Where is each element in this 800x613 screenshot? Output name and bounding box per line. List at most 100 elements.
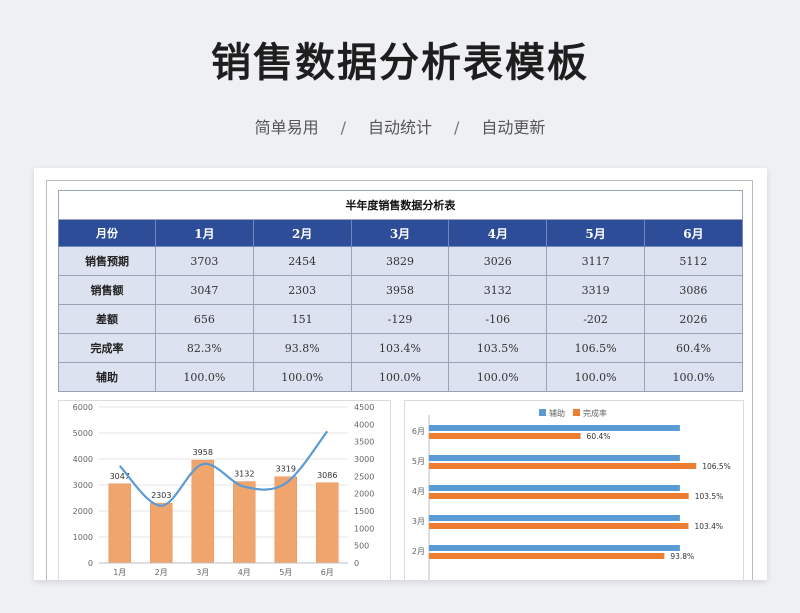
feature-separator: /: [454, 118, 460, 137]
legend-label-completion: 完成率: [583, 408, 607, 418]
table-cell: 5112: [643, 246, 743, 276]
sales-combo-chart: 0 1000 2000 3000 4000 5000 6000 0 500 1000 1500 200…: [58, 400, 391, 580]
completion-bar: [429, 523, 689, 529]
sales-combo-chart-svg: 0 1000 2000 3000 4000 5000 6000 0 500 1000 1500 200…: [73, 403, 375, 577]
row-label: 完成率: [58, 333, 156, 363]
header-month: 5月: [546, 219, 645, 247]
completion-trend-line: [118, 430, 329, 507]
table-row: 销售预期 3703 2454 3829 3026 3117 5112: [58, 246, 743, 276]
y-right-tick-label: 4000: [354, 420, 374, 429]
table-cell: 100.0%: [643, 362, 743, 392]
header-corner: 月份: [58, 219, 156, 247]
table-cell: 3703: [155, 246, 254, 276]
table-cell: 60.4%: [643, 333, 743, 363]
sales-bar: [274, 476, 297, 564]
table-cell: 656: [155, 304, 254, 334]
y-left-tick-label: 3000: [73, 481, 93, 490]
feature-list: 简单易用 / 自动统计 / 自动更新: [0, 114, 800, 138]
y-left-tick-label: 4000: [73, 455, 93, 464]
table-cell: 3117: [546, 246, 645, 276]
table-title: 半年度销售数据分析表: [58, 190, 743, 220]
table-cell: 3319: [546, 275, 645, 305]
table-cell: 3132: [448, 275, 548, 305]
completion-bar: [429, 463, 697, 469]
sheet-frame: [46, 180, 753, 580]
table-cell: 3026: [448, 246, 548, 276]
table-cell: 2026: [643, 304, 743, 334]
bar-data-label: 2303: [151, 491, 171, 500]
completion-data-label: 106.5%: [702, 462, 731, 471]
table-cell: 2303: [252, 275, 352, 305]
helper-bar: [429, 455, 680, 461]
sales-bar: [108, 483, 131, 564]
y-tick-label: 3月: [412, 517, 425, 526]
row-label: 辅助: [58, 362, 156, 392]
feature-auto-stats: 自动统计: [367, 118, 432, 137]
table-cell: 3829: [350, 246, 450, 276]
table-cell: 100.0%: [448, 362, 548, 392]
table-cell: 3958: [350, 275, 450, 305]
table-cell: 103.5%: [448, 333, 548, 363]
y-right-tick-label: 2000: [354, 490, 374, 499]
table-row: 差额 656 151 -129 -106 -202 2026: [58, 304, 743, 334]
y-right-tick-label: 3500: [354, 438, 374, 447]
y-tick-label: 5月: [412, 457, 425, 466]
completion-bar: [429, 493, 689, 499]
x-tick-label: 5月: [279, 568, 292, 577]
feature-auto-update: 自动更新: [481, 118, 546, 137]
helper-bar: [429, 425, 680, 431]
bar-data-label: 3958: [193, 448, 213, 457]
x-tick-label: 3月: [196, 568, 209, 577]
legend-label-helper: 辅助: [549, 408, 565, 418]
table-cell: 82.3%: [155, 333, 254, 363]
x-tick-label: 2月: [155, 568, 168, 577]
x-tick-label: 1月: [113, 568, 126, 577]
spreadsheet-preview: 半年度销售数据分析表 月份 1月 2月 3月 4月 5月 6月 销售预期 370…: [34, 168, 767, 580]
header-month: 6月: [643, 219, 743, 247]
x-tick-label: 6月: [321, 568, 334, 577]
sales-bar: [233, 481, 256, 564]
feature-separator: /: [340, 118, 346, 137]
sales-bar: [316, 482, 339, 564]
y-left-tick-label: 2000: [73, 507, 93, 516]
y-right-tick-label: 3000: [354, 455, 374, 464]
legend-swatch-completion: [573, 409, 580, 416]
header-month: 3月: [350, 219, 450, 247]
y-left-tick-label: 6000: [73, 403, 93, 412]
y-right-tick-label: 4500: [354, 403, 374, 412]
table-cell: 100.0%: [350, 362, 450, 392]
y-right-tick-label: 1500: [354, 507, 374, 516]
table-cell: 100.0%: [252, 362, 352, 392]
helper-bar: [429, 545, 680, 551]
table-cell: 100.0%: [155, 362, 254, 392]
header-month: 1月: [155, 219, 254, 247]
table-header-row: 月份 1月 2月 3月 4月 5月 6月: [58, 219, 743, 247]
x-tick-label: 4月: [238, 568, 251, 577]
table-cell: 3047: [155, 275, 254, 305]
sales-bar: [191, 459, 214, 564]
completion-data-label: 93.8%: [670, 552, 694, 561]
y-left-tick-label: 5000: [73, 429, 93, 438]
bar-data-label: 3319: [276, 465, 296, 474]
table-row: 辅助 100.0% 100.0% 100.0% 100.0% 100.0% 10…: [58, 362, 743, 392]
completion-data-label: 103.4%: [694, 522, 723, 531]
completion-data-label: 103.5%: [695, 492, 724, 501]
table-cell: 103.4%: [350, 333, 450, 363]
header-month: 4月: [448, 219, 548, 247]
y-tick-label: 6月: [412, 427, 425, 436]
table-cell: -106: [448, 304, 548, 334]
header-month: 2月: [252, 219, 352, 247]
table-cell: 3086: [643, 275, 743, 305]
y-tick-label: 2月: [412, 547, 425, 556]
completion-rate-chart: 辅助 完成率 60.4% 6月 106.5% 5月 103.5% 4月 103.4% 3月 93.8…: [404, 400, 744, 580]
table-row: 销售额 3047 2303 3958 3132 3319 3086: [58, 275, 743, 305]
y-tick-label: 4月: [412, 487, 425, 496]
helper-bar: [429, 515, 680, 521]
table-cell: 106.5%: [546, 333, 645, 363]
completion-rate-chart-svg: 辅助 完成率 60.4% 6月 106.5% 5月 103.5% 4月 103.4% 3月 93.8…: [412, 408, 731, 580]
table-cell: -202: [546, 304, 645, 334]
y-left-tick-label: 0: [88, 559, 93, 568]
table-cell: 151: [252, 304, 352, 334]
y-left-tick-label: 1000: [73, 533, 93, 542]
y-right-tick-label: 1000: [354, 524, 374, 533]
